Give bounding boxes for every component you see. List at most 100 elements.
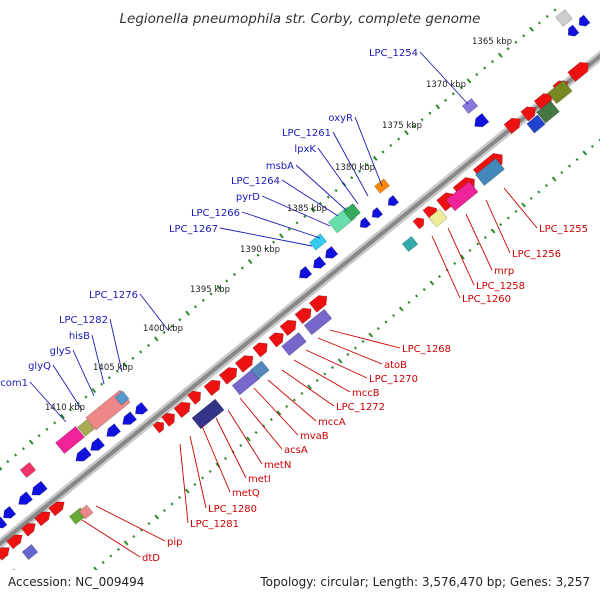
forward-gene-feature [234, 355, 254, 373]
tick-mark [353, 346, 357, 350]
tick-mark [598, 138, 600, 142]
gene-feature-block [547, 79, 573, 105]
tick-mark [346, 352, 350, 357]
label-leader-line [179, 443, 189, 524]
tick-mark [303, 214, 307, 218]
forward-gene-feature [6, 534, 23, 550]
label-leader-line [95, 505, 166, 542]
tick-mark [300, 391, 304, 396]
label-leader-line [281, 179, 339, 217]
reverse-gene-feature [75, 446, 92, 462]
tick-mark [276, 410, 282, 416]
tick-mark [6, 459, 10, 464]
gene-feature-block [303, 308, 333, 336]
gene-feature-block [78, 504, 94, 520]
gene-label: LPC_1272 [336, 402, 385, 413]
forward-gene-feature [412, 217, 425, 230]
tick-mark [437, 274, 442, 279]
forward-gene-feature [48, 501, 65, 517]
tick-mark [499, 222, 503, 227]
tick-mark [522, 34, 526, 38]
gene-label: glyS [50, 346, 71, 357]
tick-mark [514, 209, 518, 214]
gene-label: mccB [352, 388, 380, 399]
tick-mark [310, 207, 316, 213]
tick-mark [483, 66, 487, 70]
label-leader-line [189, 435, 207, 509]
gene-label: dtD [142, 553, 160, 564]
label-leader-line [201, 425, 231, 493]
reverse-gene-feature [567, 24, 580, 37]
tick-mark [514, 40, 518, 44]
kbp-tick-label: 1410 kbp [45, 403, 85, 413]
tick-mark [178, 318, 182, 322]
forward-gene-feature [520, 106, 536, 122]
gene-label: LPC_1281 [190, 519, 239, 530]
forward-gene-feature [0, 547, 10, 561]
label-leader-line [281, 369, 335, 407]
tick-mark [460, 254, 465, 260]
tick-mark [490, 60, 494, 64]
kbp-tick-label: 1390 kbp [240, 245, 280, 255]
tick-mark [193, 305, 197, 309]
reverse-gene-feature [90, 437, 106, 451]
label-leader-line [215, 417, 247, 479]
gene-feature-block [343, 203, 361, 221]
tick-mark [392, 313, 396, 318]
tick-mark [567, 164, 571, 168]
label-leader-line [329, 329, 401, 349]
forward-gene-feature [268, 332, 284, 348]
tick-mark [272, 240, 276, 244]
gene-feature-block [445, 180, 479, 212]
reverse-gene-feature [325, 245, 339, 259]
forward-gene-feature [203, 379, 221, 397]
tick-mark [506, 216, 510, 220]
tick-mark [115, 369, 119, 373]
tick-mark [154, 514, 160, 520]
label-leader-line [139, 293, 169, 331]
tick-mark [132, 534, 136, 539]
forward-gene-feature [218, 367, 238, 385]
tick-mark [384, 320, 388, 324]
gene-label: LPC_1276 [89, 290, 138, 301]
tick-mark [330, 365, 335, 370]
label-leader-line [81, 519, 141, 558]
tick-mark [334, 189, 338, 193]
tick-mark [545, 14, 549, 19]
tick-mark [131, 356, 135, 360]
gene-feature-block [250, 360, 270, 380]
gene-feature-block [526, 114, 546, 134]
gene-feature-block [555, 9, 573, 27]
footer-band [0, 570, 600, 600]
tick-mark [553, 8, 557, 12]
reverse-gene-feature [135, 401, 149, 415]
tick-mark [201, 476, 205, 480]
gene-label: acsA [284, 445, 308, 456]
tick-mark [246, 436, 251, 442]
tick-mark [537, 190, 541, 194]
gene-label: glyQ [28, 361, 51, 372]
tick-mark [315, 378, 319, 383]
forward-gene-feature [152, 421, 165, 434]
label-leader-line [219, 227, 313, 247]
tick-mark [279, 233, 284, 239]
label-leader-line [503, 187, 538, 229]
label-leader-line [267, 379, 317, 422]
label-leader-line [447, 227, 475, 286]
tick-mark [21, 447, 25, 451]
tick-mark [101, 560, 105, 565]
gene-label: oxyR [328, 113, 353, 124]
forward-gene-feature [533, 93, 553, 111]
label-leader-lines [29, 51, 538, 558]
tick-mark [254, 430, 258, 435]
tick-mark [521, 202, 526, 208]
tick-mark [147, 521, 151, 526]
gene-label: LPC_1258 [476, 281, 525, 292]
gene-feature-block [21, 543, 39, 561]
gene-label: LPC_1256 [512, 249, 561, 260]
tick-mark [389, 143, 393, 148]
tick-mark [225, 279, 229, 283]
tick-mark [551, 176, 557, 182]
tick-mark [475, 72, 479, 77]
gene-label: mrp [494, 266, 514, 277]
